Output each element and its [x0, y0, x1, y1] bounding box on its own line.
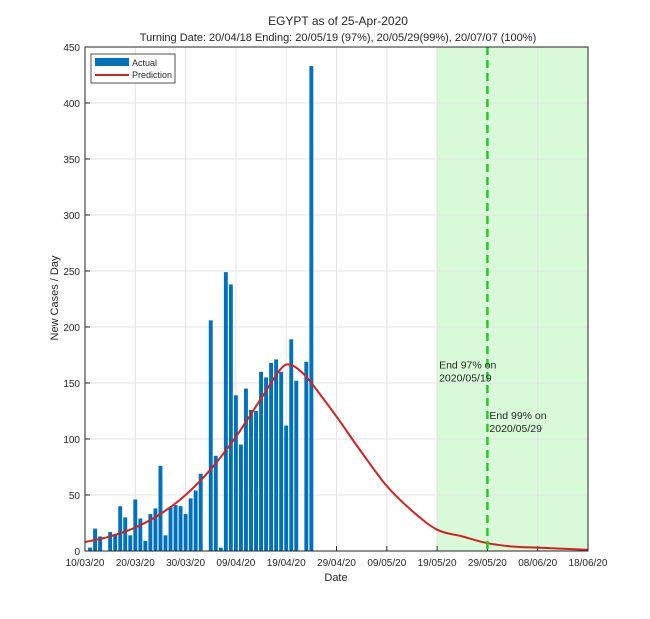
annotation-end-99-line: 2020/05/29: [489, 423, 542, 435]
y-tick-label: 250: [63, 267, 80, 278]
actual-bar: [128, 535, 133, 551]
x-tick-label: 18/06/20: [569, 558, 608, 569]
actual-bar: [198, 473, 203, 551]
prediction-line: [84, 363, 589, 551]
y-tick-label: 400: [63, 99, 80, 110]
actual-bar: [158, 465, 163, 551]
legend-actual-swatch: [95, 58, 129, 66]
actual-bar: [274, 359, 279, 551]
actual-bar: [264, 377, 269, 551]
actual-bar: [153, 508, 158, 551]
annotation-end-99-line: End 99% on: [489, 410, 546, 422]
y-tick-label: 0: [74, 547, 80, 558]
actual-bar: [98, 536, 103, 551]
actual-bar: [163, 535, 168, 551]
actual-bar: [168, 507, 173, 551]
actual-bar: [108, 531, 113, 551]
actual-bar: [309, 66, 314, 551]
actual-bar: [173, 505, 178, 551]
x-tick-label: 09/05/20: [367, 558, 406, 569]
chart-subtitle: Turning Date: 20/04/18 Ending: 20/05/19 …: [140, 32, 536, 44]
actual-bar: [243, 388, 248, 551]
actual-bar: [123, 517, 128, 551]
actual-bar: [88, 547, 92, 551]
y-axis-label: New Cases / Day: [49, 255, 61, 340]
actual-bar: [223, 272, 228, 551]
actual-bar: [279, 371, 284, 551]
y-tick-label: 50: [69, 491, 81, 502]
x-tick-label: 30/03/20: [166, 558, 205, 569]
actual-bar: [284, 425, 289, 551]
legend-actual-label: Actual: [132, 58, 157, 68]
actual-bar: [178, 506, 183, 551]
actual-bar: [294, 380, 299, 551]
actual-bar: [138, 518, 143, 551]
y-tick-label: 200: [63, 323, 80, 334]
actual-bar: [143, 540, 148, 551]
x-tick-label: 29/04/20: [317, 558, 356, 569]
actual-bar: [113, 534, 118, 551]
legend: Actual Prediction: [90, 53, 176, 84]
actual-bar: [304, 361, 309, 551]
x-tick-label: 19/05/20: [418, 558, 457, 569]
y-tick-label: 100: [63, 435, 80, 446]
actual-bar: [259, 371, 264, 551]
forecast-shaded-region: [437, 47, 588, 551]
actual-bar: [238, 444, 243, 551]
y-tick-label: 150: [63, 379, 80, 390]
x-tick-label: 20/03/20: [116, 558, 155, 569]
actual-bar: [218, 547, 223, 551]
x-tick-label: 19/04/20: [267, 558, 306, 569]
x-tick-label: 10/03/20: [66, 558, 105, 569]
actual-bar: [208, 320, 213, 551]
actual-bar: [118, 506, 123, 551]
actual-bar: [188, 498, 193, 551]
y-tick-label: 450: [63, 43, 80, 54]
x-axis-label: Date: [324, 572, 347, 584]
x-tick-label: 08/06/20: [518, 558, 557, 569]
chart-title: EGYPT as of 25-Apr-2020: [268, 14, 408, 28]
actual-bar: [249, 409, 253, 551]
actual-bar: [183, 514, 188, 551]
legend-prediction-label: Prediction: [132, 70, 172, 80]
y-tick-label: 300: [63, 211, 80, 222]
actual-bar: [269, 362, 274, 551]
actual-bar: [148, 514, 153, 551]
actual-bar: [213, 455, 218, 551]
x-tick-label: 29/05/20: [468, 558, 507, 569]
x-tick-label: 09/04/20: [216, 558, 255, 569]
actual-bar: [289, 339, 294, 551]
actual-bar: [133, 499, 138, 551]
actual-bar: [193, 490, 198, 551]
annotation-end-97-line: 2020/05/19: [439, 372, 492, 384]
actual-bar: [254, 411, 258, 551]
annotation-end-97-line: End 97% on: [439, 359, 496, 371]
actual-bar: [233, 395, 238, 551]
axes-box: [84, 46, 589, 552]
actual-bar: [228, 284, 233, 551]
y-tick-label: 350: [63, 155, 80, 166]
